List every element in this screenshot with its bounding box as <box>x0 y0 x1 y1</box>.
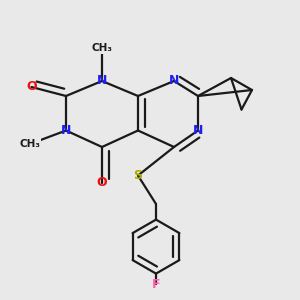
Text: O: O <box>26 80 37 94</box>
Text: O: O <box>97 176 107 190</box>
Text: N: N <box>193 124 203 137</box>
Text: F: F <box>152 278 160 291</box>
Text: S: S <box>134 169 142 182</box>
Text: N: N <box>61 124 71 137</box>
Text: CH₃: CH₃ <box>20 139 40 149</box>
Text: N: N <box>97 74 107 88</box>
Text: N: N <box>169 74 179 88</box>
Text: CH₃: CH₃ <box>92 43 112 53</box>
